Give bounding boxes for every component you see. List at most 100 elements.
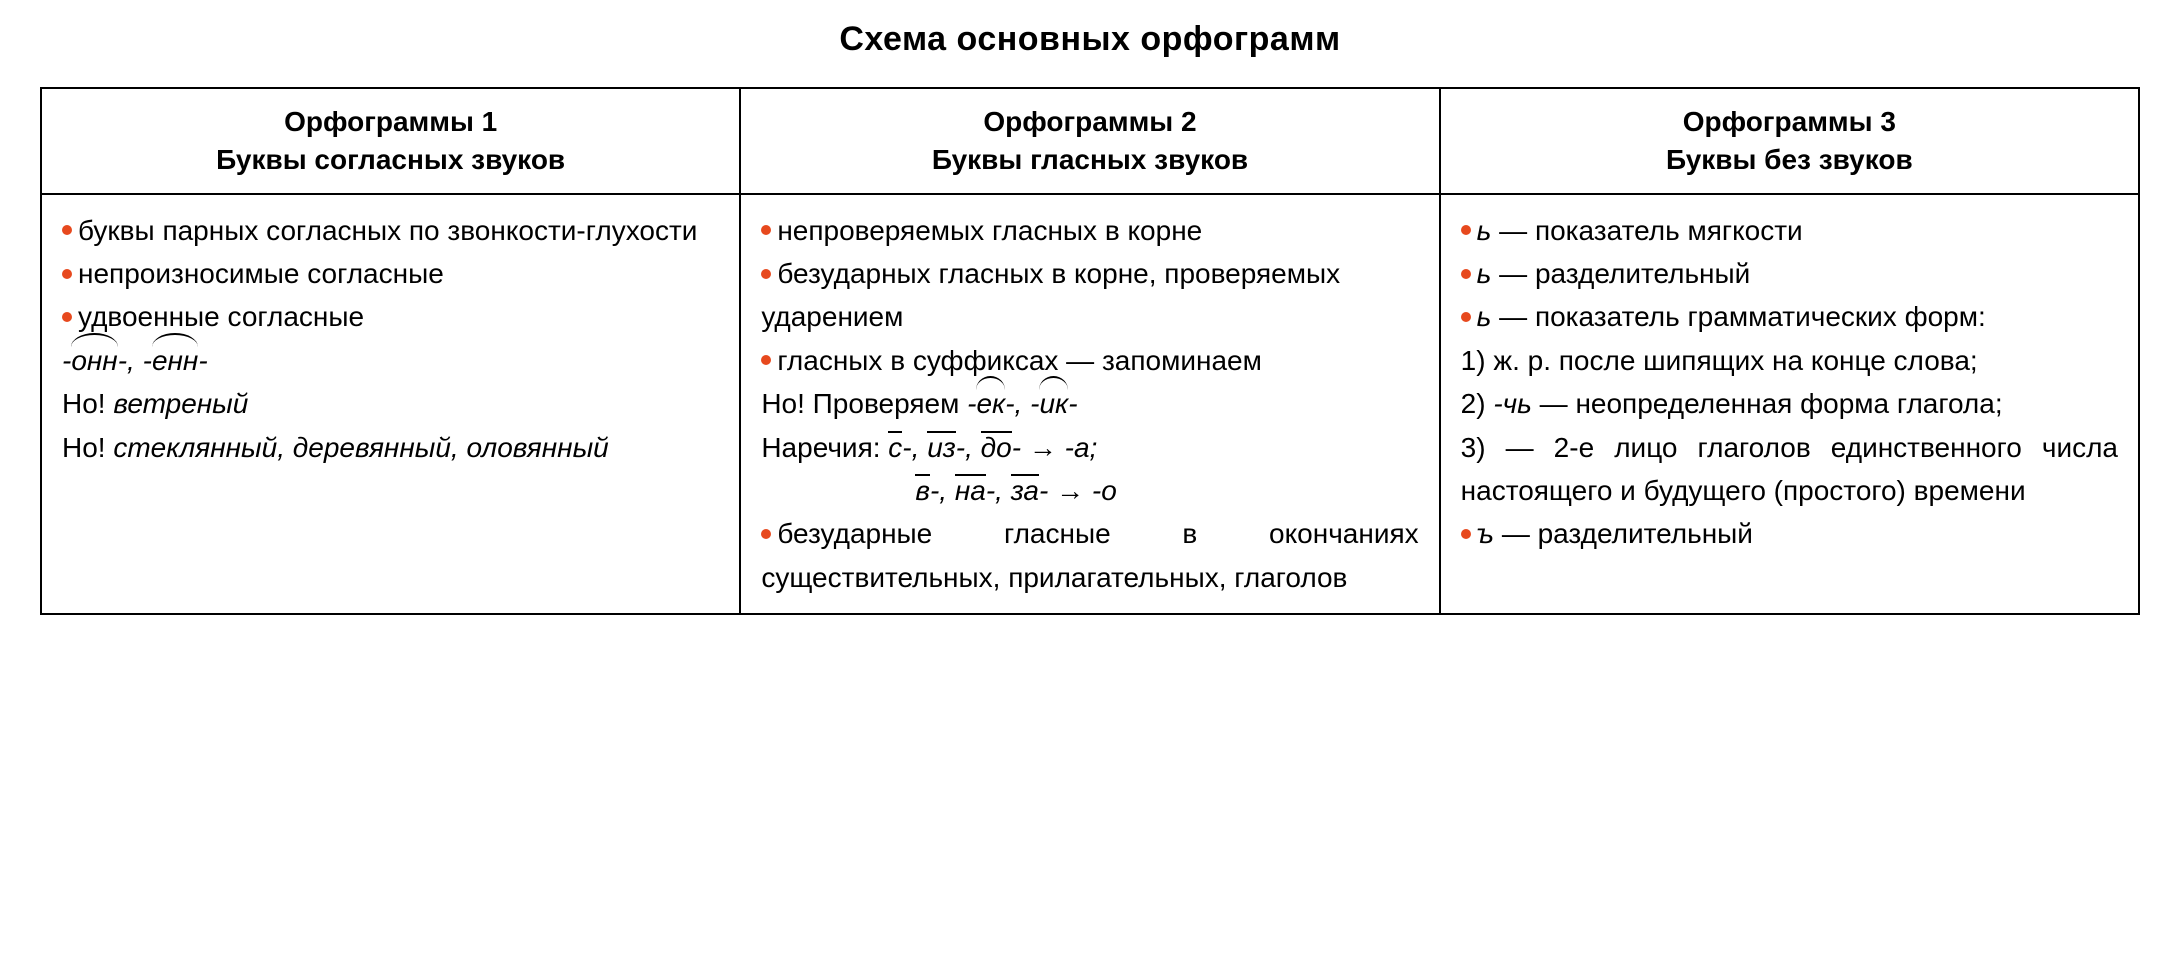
c1-no1: Но! ветреный [62, 382, 719, 425]
c1-item1: буквы парных согласных по звон­кости-глу… [62, 209, 719, 252]
c1-b3-text: удвоенные согласные [78, 301, 364, 332]
c2-narech-line2: в-, на-, за- → -о [761, 469, 1418, 512]
arc-icon: ик [1039, 382, 1068, 425]
c3-b4: — разделительный [1494, 518, 1753, 549]
col3-h2: Буквы без звуков [1666, 144, 1913, 175]
overline-icon: за [1011, 474, 1039, 507]
c3-b2pre: ь [1477, 258, 1492, 289]
c1-no2-ital: стеклянный, деревянный, оловянный [113, 432, 608, 463]
c3-item3: ь — показатель грамматических форм: [1461, 295, 2118, 338]
c2-n6p: - [1039, 475, 1056, 506]
table-header-row: Орфограммы 1 Буквы согласных звуков Орфо… [41, 88, 2139, 194]
c1-no1-label: Но! [62, 388, 113, 419]
col2-h2: Буквы гласных звуков [932, 144, 1248, 175]
c3-item4: ъ — разделительный [1461, 512, 2118, 555]
page-title: Схема основных орфограмм [40, 20, 2140, 59]
c2-item4: безударные гласные в окончаниях существи… [761, 512, 1418, 599]
arc-icon: онн [71, 339, 117, 382]
c1-m1post: -, - [118, 345, 152, 376]
orfogram-table: Орфограммы 1 Буквы согласных звуков Орфо… [40, 87, 2140, 615]
table-body-row: буквы парных согласных по звон­кости-глу… [41, 194, 2139, 615]
overline-icon: с [888, 431, 902, 464]
c1-m2: енн [152, 345, 198, 376]
c1-no2: Но! стеклянный, деревянный, оловянный [62, 426, 719, 469]
bullet-icon [761, 355, 771, 365]
c2-b2-text: безударных гласных в корне, про­веряемых… [761, 258, 1340, 332]
c2-no-label: Но! Проверяем [761, 388, 967, 419]
bullet-icon [1461, 312, 1471, 322]
c3-item2: ь — разделительный [1461, 252, 2118, 295]
c1-item2: непроизносимые согласные [62, 252, 719, 295]
c2-n3p: - [1012, 432, 1029, 463]
overline-icon: до [981, 431, 1012, 464]
c2-ik: ик [1039, 388, 1068, 419]
bullet-icon [1461, 225, 1471, 235]
c2-n4p: -, [930, 475, 955, 506]
bullet-icon [1461, 529, 1471, 539]
overline-icon: на [955, 474, 986, 507]
cell-3: ь — показатель мягкости ь — разделительн… [1440, 194, 2139, 615]
c2-n3: до [981, 432, 1012, 463]
c2-n5p: -, [986, 475, 1011, 506]
c2-n2: из [927, 432, 956, 463]
col1-h1: Орфограммы 1 [284, 106, 497, 137]
c2-n1: с [888, 432, 902, 463]
c2-narech-label: Наречия: [761, 432, 888, 463]
c1-m1: онн [71, 345, 117, 376]
bullet-icon [62, 269, 72, 279]
c2-ekpost: -, - [1005, 388, 1039, 419]
col-header-2: Орфограммы 2 Буквы гласных звуков [740, 88, 1439, 194]
c2-b1-text: непроверяемых гласных в корне [777, 215, 1202, 246]
c3-b2: — разделительный [1491, 258, 1750, 289]
c2-b3-text: гласных в суффиксах — запоми­наем [777, 345, 1262, 376]
arc-icon: ек [976, 382, 1005, 425]
c1-no2-label: Но! [62, 432, 113, 463]
bullet-icon [761, 529, 771, 539]
c1-m2post: - [198, 345, 207, 376]
bullet-icon [62, 225, 72, 235]
c2-item2: безударных гласных в корне, про­веряемых… [761, 252, 1418, 339]
overline-icon: в [915, 474, 930, 507]
c1-b1-text: буквы парных согласных по звон­кости-глу… [78, 215, 697, 246]
col-header-1: Орфограммы 1 Буквы согласных звуков [41, 88, 740, 194]
c3-b1: — показатель мягкости [1491, 215, 1802, 246]
c3-b4pre: ъ [1477, 518, 1494, 549]
c3-p1: 1) ж. р. после шипящих на конце слова; [1461, 339, 2118, 382]
c1-b2-text: непроизносимые согласные [78, 258, 444, 289]
col2-h1: Орфограммы 2 [983, 106, 1196, 137]
c3-b1pre: ь [1477, 215, 1492, 246]
c3-b3pre: ь [1477, 301, 1492, 332]
bullet-icon [761, 269, 771, 279]
c2-res2: -о [1084, 475, 1117, 506]
c3-p2: 2) -чь — неопределенная форма глагола; [1461, 382, 2118, 425]
c2-ekpre: - [967, 388, 976, 419]
arc-icon: енн [152, 339, 198, 382]
c1-no1-ital: ветреный [113, 388, 248, 419]
cell-2: непроверяемых гласных в корне безударных… [740, 194, 1439, 615]
c3-b3: — показатель грамматических форм: [1491, 301, 1985, 332]
c2-narech-line1: Наречия: с-, из-, до- → -а; [761, 426, 1418, 469]
c3-p2b: — неопределенная форма глагола; [1532, 388, 2003, 419]
c1-m1pre: - [62, 345, 71, 376]
c2-item3: гласных в суффиксах — запоми­наем [761, 339, 1418, 382]
c3-item1: ь — показатель мягкости [1461, 209, 2118, 252]
col1-h2: Буквы согласных звуков [216, 144, 565, 175]
bullet-icon [1461, 269, 1471, 279]
c2-n4: в [915, 475, 930, 506]
c1-morph-line: -онн-, -енн- [62, 339, 719, 382]
c2-n5: на [955, 475, 986, 506]
arrow-icon: → [1029, 432, 1057, 463]
c1-item3: удвоенные согласные [62, 295, 719, 338]
col3-h1: Орфограммы 3 [1683, 106, 1896, 137]
c2-n2p: -, [956, 432, 981, 463]
overline-icon: из [927, 431, 956, 464]
arrow-icon: → [1056, 475, 1084, 506]
c2-ek: ек [976, 388, 1005, 419]
c2-n6: за [1011, 475, 1039, 506]
c2-res1: -а; [1057, 432, 1097, 463]
c2-item1: непроверяемых гласных в корне [761, 209, 1418, 252]
c3-p2a: 2) [1461, 388, 1494, 419]
c2-b4-text: безударные гласные в окончаниях существи… [761, 518, 1418, 592]
cell-1: буквы парных согласных по звон­кости-глу… [41, 194, 740, 615]
c2-no-line: Но! Проверяем -ек-, -ик- [761, 382, 1418, 425]
